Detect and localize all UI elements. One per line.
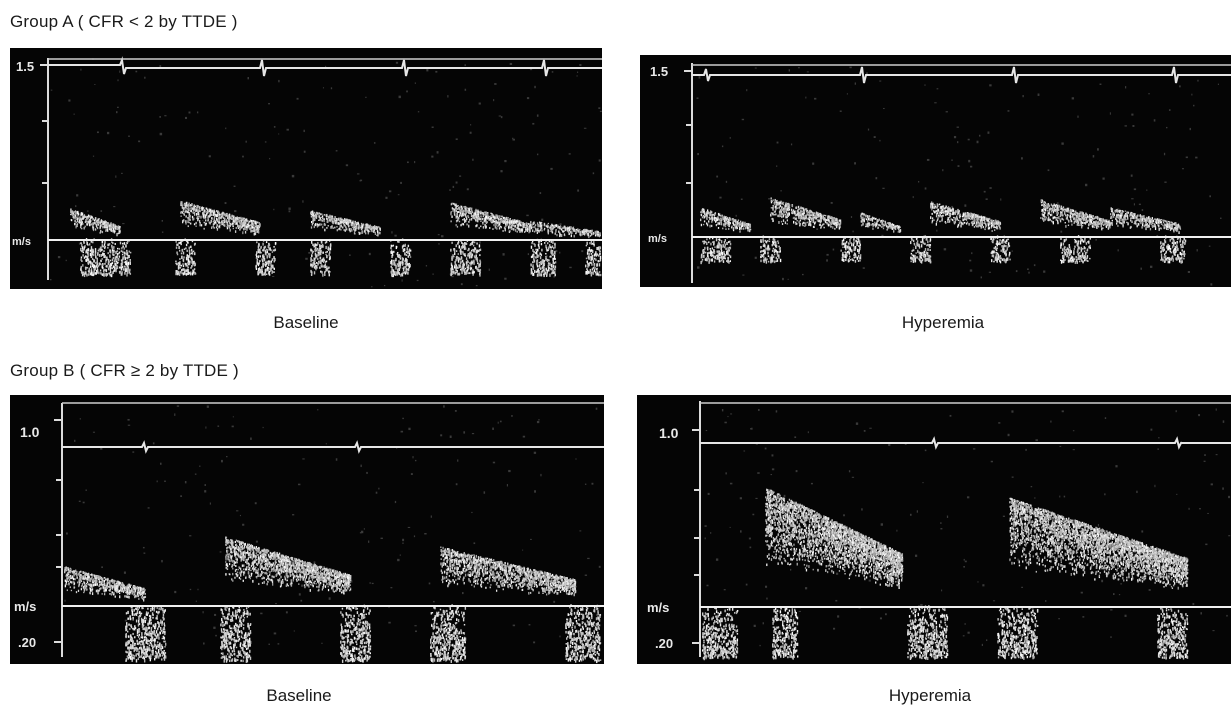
scale-top-label: 1.5: [650, 64, 668, 79]
scale-top-label: 1.0: [659, 425, 679, 441]
scale-top-label: 1.5: [16, 59, 34, 74]
unit-label: m/s: [648, 233, 667, 245]
scale-top-label: 1.0: [20, 424, 40, 440]
unit-label: m/s: [12, 236, 31, 248]
group-a-baseline-caption: Baseline: [156, 313, 456, 333]
unit-label: m/s: [14, 599, 36, 614]
group-b-title: Group B ( CFR ≥ 2 by TTDE ): [10, 361, 239, 381]
unit-label: m/s: [647, 600, 669, 615]
group-b-baseline-doppler: 1.0 m/s .20: [10, 395, 604, 664]
group-a-title: Group A ( CFR < 2 by TTDE ): [10, 12, 238, 32]
group-a-hyperemia-caption: Hyperemia: [793, 313, 1093, 333]
group-a-baseline-doppler: 1.5 m/s: [10, 48, 602, 289]
group-a-hyperemia-doppler: 1.5 m/s: [640, 55, 1231, 287]
scale-bottom-label: .20: [18, 635, 36, 650]
scale-bottom-label: .20: [655, 636, 673, 651]
group-b-baseline-caption: Baseline: [149, 686, 449, 706]
group-b-hyperemia-caption: Hyperemia: [780, 686, 1080, 706]
group-b-hyperemia-doppler: 1.0 m/s .20: [637, 395, 1231, 664]
